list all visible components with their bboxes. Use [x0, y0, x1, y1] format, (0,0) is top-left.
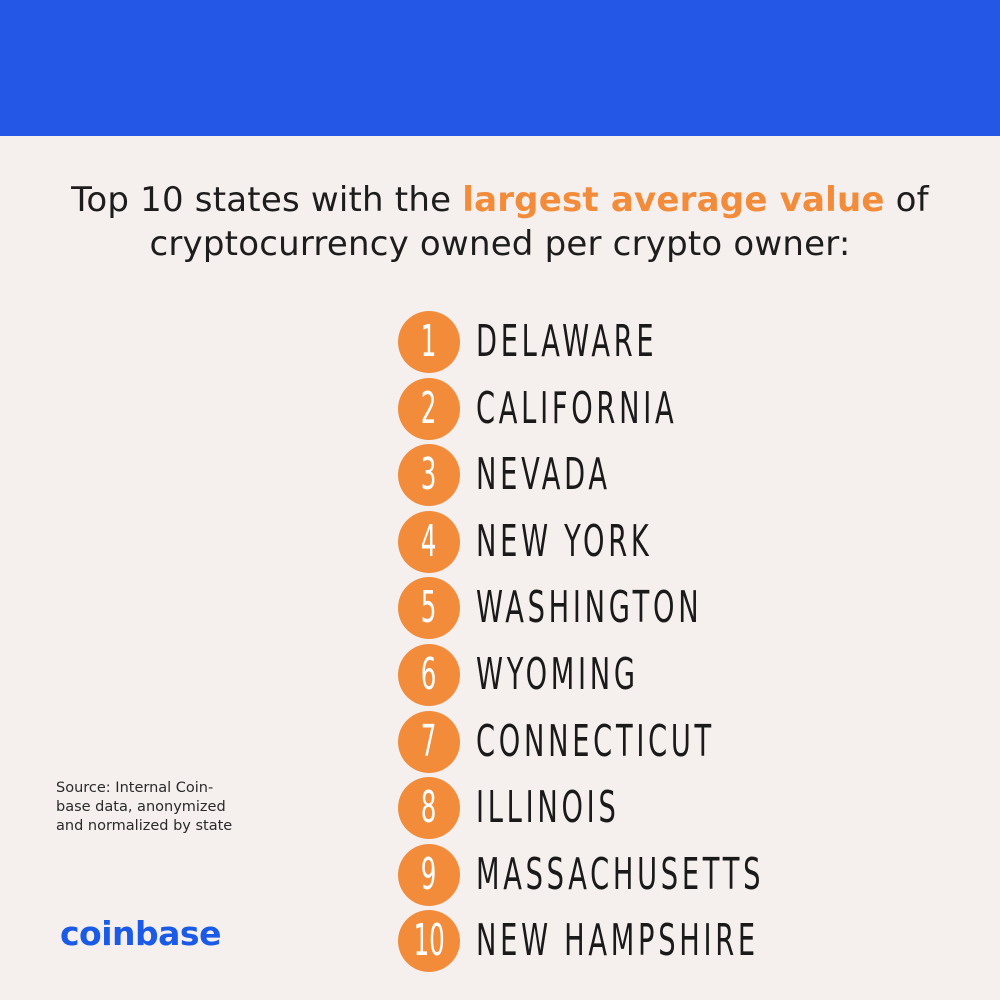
- rank-badge: 3: [398, 444, 460, 507]
- rank-number: 4: [421, 515, 437, 567]
- state-name: DELAWARE: [476, 316, 658, 367]
- headline: Top 10 states with the largest average v…: [0, 178, 1000, 266]
- state-name: WASHINGTON: [476, 582, 703, 634]
- rank-item: 10 NEW HAMPSHIRE: [398, 909, 941, 973]
- rank-number: 5: [421, 582, 437, 634]
- rank-number: 9: [421, 848, 437, 900]
- state-name: NEW YORK: [476, 515, 653, 567]
- rank-item: 9 MASSACHUSETTS: [398, 843, 941, 907]
- rank-item: 1 DELAWARE: [398, 310, 941, 374]
- rank-number: 10: [413, 915, 445, 967]
- source-line-3: and normalized by state: [56, 818, 233, 834]
- rank-item: 3 NEVADA: [398, 443, 941, 507]
- rank-badge: 9: [398, 843, 460, 906]
- rank-number: 6: [421, 648, 437, 700]
- coinbase-logo: coinbase: [60, 914, 221, 953]
- state-ranking-list: 1 DELAWARE 2 CALIFORNIA 3 NEVADA 4 NEW Y…: [398, 310, 941, 976]
- rank-badge: 2: [398, 377, 460, 440]
- rank-item: 6 WYOMING: [398, 643, 941, 707]
- rank-item: 8 ILLINOIS: [398, 776, 941, 840]
- rank-number: 3: [421, 449, 437, 501]
- headline-text-post: of: [884, 180, 929, 220]
- headline-text-pre: Top 10 states with the: [71, 180, 463, 220]
- rank-number: 7: [421, 715, 437, 767]
- state-name: WYOMING: [476, 648, 639, 700]
- state-name: NEW HAMPSHIRE: [476, 915, 759, 967]
- rank-badge: 10: [398, 910, 460, 973]
- headline-highlight: largest average value: [462, 180, 885, 220]
- rank-badge: 4: [398, 510, 460, 573]
- rank-badge: 7: [398, 710, 460, 773]
- source-line-1: Source: Internal Coin-: [56, 780, 214, 796]
- rank-badge: 6: [398, 643, 460, 706]
- rank-item: 2 CALIFORNIA: [398, 377, 941, 441]
- state-name: CALIFORNIA: [476, 382, 678, 434]
- rank-badge: 5: [398, 577, 460, 640]
- rank-badge: 1: [398, 311, 460, 373]
- headline-line-2: cryptocurrency owned per crypto owner:: [149, 224, 851, 264]
- state-name: MASSACHUSETTS: [476, 848, 765, 900]
- source-line-2: base data, anonymized: [56, 799, 226, 815]
- rank-badge: 8: [398, 777, 460, 840]
- state-name: CONNECTICUT: [476, 715, 715, 767]
- rank-item: 7 CONNECTICUT: [398, 710, 941, 774]
- rank-number: 1: [421, 316, 437, 367]
- source-note: Source: Internal Coin- base data, anonym…: [56, 779, 256, 836]
- rank-number: 2: [421, 382, 437, 434]
- state-name: ILLINOIS: [476, 782, 620, 834]
- state-name: NEVADA: [476, 449, 611, 501]
- rank-item: 5 WASHINGTON: [398, 576, 941, 640]
- rank-number: 8: [421, 782, 437, 834]
- headline-line-1: Top 10 states with the largest average v…: [0, 178, 1000, 222]
- top-color-band: [0, 0, 1000, 136]
- rank-item: 4 NEW YORK: [398, 510, 941, 574]
